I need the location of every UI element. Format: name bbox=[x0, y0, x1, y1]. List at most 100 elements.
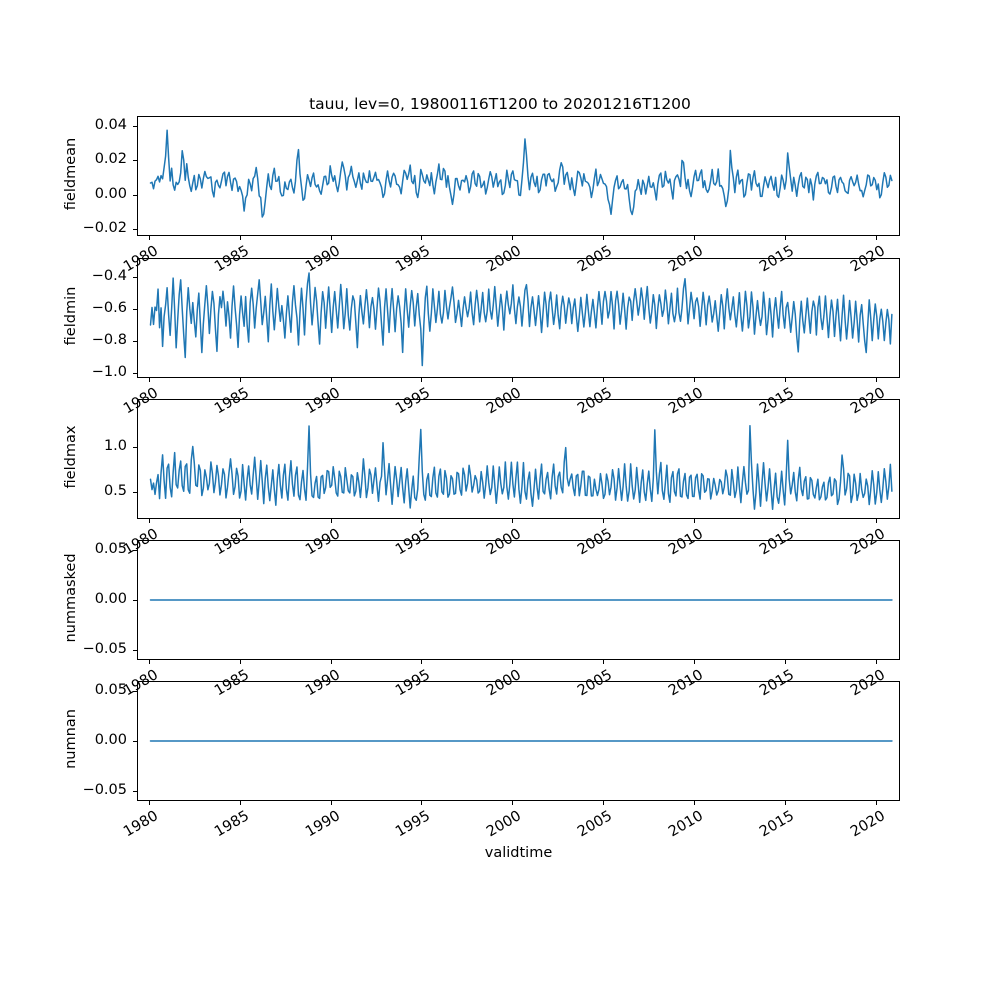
x-tick-mark bbox=[148, 660, 150, 664]
x-tick-mark bbox=[512, 660, 514, 664]
x-tick-mark bbox=[330, 660, 332, 664]
x-tick-mark bbox=[239, 378, 241, 382]
x-tick-mark bbox=[330, 378, 332, 382]
x-tick-mark bbox=[512, 801, 514, 805]
x-tick-label: 2015 bbox=[756, 808, 797, 841]
x-tick-mark bbox=[330, 801, 332, 805]
x-tick-label: 1990 bbox=[302, 808, 343, 841]
x-tick-mark bbox=[693, 236, 695, 240]
x-tick-mark bbox=[875, 660, 877, 664]
y-tick-mark bbox=[133, 650, 137, 652]
y-tick-mark bbox=[133, 125, 137, 127]
y-tick-label: 0.02 bbox=[94, 151, 127, 167]
y-tick-mark bbox=[133, 341, 137, 343]
y-tick-label: 1.0 bbox=[103, 437, 127, 454]
x-tick-label: 1995 bbox=[393, 808, 434, 841]
y-tick-mark bbox=[133, 160, 137, 162]
y-tick-mark bbox=[133, 791, 137, 793]
x-tick-mark bbox=[421, 236, 423, 240]
x-tick-mark bbox=[512, 378, 514, 382]
x-tick-mark bbox=[148, 801, 150, 805]
y-tick-mark bbox=[133, 229, 137, 231]
panel-numnan bbox=[137, 681, 900, 801]
x-tick-mark bbox=[784, 801, 786, 805]
y-tick-label: 0.5 bbox=[103, 483, 127, 500]
x-tick-mark bbox=[693, 519, 695, 523]
x-tick-label: 2020 bbox=[847, 808, 888, 841]
x-tick-mark bbox=[603, 660, 605, 664]
x-tick-mark bbox=[784, 378, 786, 382]
series-line-fieldmin bbox=[149, 272, 893, 367]
panel-fieldmin bbox=[137, 258, 900, 378]
plot-area-fieldmin bbox=[149, 272, 893, 367]
figure-title: tauu, lev=0, 19800116T1200 to 20201216T1… bbox=[309, 95, 691, 113]
x-tick-mark bbox=[603, 236, 605, 240]
x-tick-mark bbox=[693, 660, 695, 664]
panel-fieldmax bbox=[137, 399, 900, 519]
series-line-fieldmean bbox=[149, 129, 893, 218]
x-tick-mark bbox=[148, 378, 150, 382]
x-tick-label: 1980 bbox=[120, 808, 161, 841]
x-tick-mark bbox=[603, 519, 605, 523]
y-tick-mark bbox=[133, 373, 137, 375]
x-tick-mark bbox=[784, 236, 786, 240]
x-tick-mark bbox=[603, 801, 605, 805]
plot-area-nummasked bbox=[149, 599, 893, 601]
x-tick-mark bbox=[239, 236, 241, 240]
plot-area-fieldmean bbox=[149, 129, 893, 218]
x-tick-mark bbox=[693, 801, 695, 805]
panel-fieldmean bbox=[137, 116, 900, 236]
x-tick-mark bbox=[421, 519, 423, 523]
x-tick-mark bbox=[875, 378, 877, 382]
y-tick-mark bbox=[133, 741, 137, 743]
x-tick-mark bbox=[148, 519, 150, 523]
y-tick-mark bbox=[133, 600, 137, 602]
plot-area-fieldmax bbox=[149, 424, 893, 511]
plot-area-numnan bbox=[149, 740, 893, 742]
y-tick-mark bbox=[133, 691, 137, 693]
y-tick-label: 0.05 bbox=[94, 541, 127, 557]
x-tick-label: 2000 bbox=[484, 808, 525, 841]
y-tick-label: −0.02 bbox=[82, 220, 127, 237]
x-tick-label: 2005 bbox=[575, 808, 615, 841]
y-tick-label: 0.00 bbox=[94, 185, 127, 202]
x-tick-mark bbox=[148, 236, 150, 240]
y-tick-mark bbox=[133, 194, 137, 196]
x-tick-mark bbox=[330, 519, 332, 523]
x-tick-mark bbox=[512, 236, 514, 240]
x-tick-mark bbox=[330, 236, 332, 240]
x-axis-label: validtime bbox=[484, 845, 553, 861]
x-tick-label: 2010 bbox=[665, 808, 706, 841]
x-tick-mark bbox=[239, 519, 241, 523]
x-tick-mark bbox=[693, 378, 695, 382]
y-tick-label: −0.05 bbox=[82, 641, 127, 657]
y-tick-label: −0.8 bbox=[91, 332, 127, 348]
y-tick-label: −0.4 bbox=[91, 267, 127, 284]
x-tick-mark bbox=[421, 660, 423, 664]
y-tick-label: 0.05 bbox=[94, 682, 127, 698]
y-tick-label: 0.00 bbox=[94, 591, 127, 607]
y-tick-label: −0.6 bbox=[91, 299, 127, 316]
x-tick-mark bbox=[239, 660, 241, 664]
y-tick-mark bbox=[133, 446, 137, 448]
x-tick-mark bbox=[875, 519, 877, 523]
x-tick-mark bbox=[239, 801, 241, 805]
x-tick-mark bbox=[875, 236, 877, 240]
x-tick-mark bbox=[784, 660, 786, 664]
x-tick-label: 1985 bbox=[211, 808, 252, 841]
x-tick-mark bbox=[875, 801, 877, 805]
x-tick-mark bbox=[421, 801, 423, 805]
y-tick-mark bbox=[133, 550, 137, 552]
y-tick-label: −1.0 bbox=[91, 364, 127, 381]
series-line-fieldmax bbox=[149, 424, 893, 511]
y-tick-mark bbox=[133, 492, 137, 494]
x-tick-mark bbox=[512, 519, 514, 523]
x-tick-mark bbox=[784, 519, 786, 523]
x-tick-mark bbox=[421, 378, 423, 382]
y-tick-label: 0.04 bbox=[94, 116, 127, 133]
panel-nummasked bbox=[137, 540, 900, 660]
y-tick-label: 0.00 bbox=[94, 732, 127, 748]
y-tick-mark bbox=[133, 308, 137, 310]
y-tick-label: −0.05 bbox=[82, 782, 127, 798]
